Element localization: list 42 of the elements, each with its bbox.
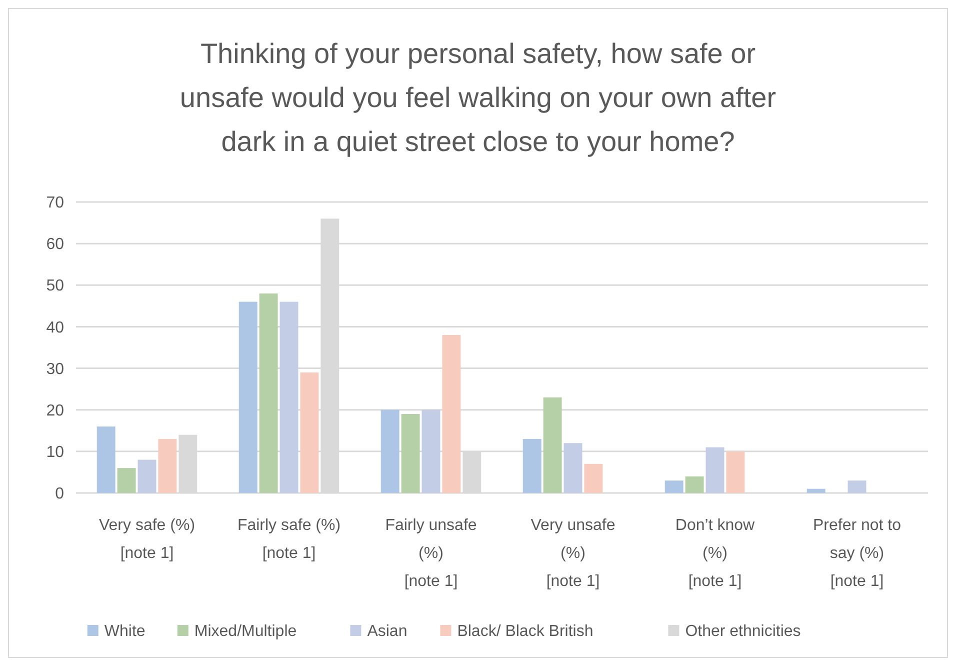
bar xyxy=(158,438,177,493)
y-tick-label: 50 xyxy=(46,278,64,295)
bar xyxy=(848,480,866,493)
x-tick-label: Very safe (%) [note 1] xyxy=(98,517,196,562)
bar xyxy=(238,302,258,493)
bar xyxy=(685,476,704,493)
y-tick-label: 70 xyxy=(46,194,64,212)
bar xyxy=(259,293,278,493)
bar xyxy=(300,372,319,493)
x-tick-label: Fairly unsafe (%) [note 1] xyxy=(385,517,477,590)
y-tick-label: 10 xyxy=(46,444,64,462)
legend-label: Other ethnicities xyxy=(685,623,801,640)
bar xyxy=(380,410,400,493)
bar xyxy=(726,451,745,493)
legend-label: Asian xyxy=(367,623,408,640)
bar xyxy=(422,410,440,493)
bar xyxy=(280,302,298,493)
x-tick-label: Don’t know (%) [note 1] xyxy=(675,517,756,590)
bar xyxy=(138,460,156,493)
bar xyxy=(706,447,724,493)
x-tick-label: Fairly safe (%) [note 1] xyxy=(237,517,341,562)
bar xyxy=(522,438,542,493)
y-tick-label: 40 xyxy=(46,319,64,336)
x-tick-label: Prefer not to say (%) [note 1] xyxy=(812,517,902,590)
bar xyxy=(117,468,136,493)
bar xyxy=(543,397,562,493)
bar xyxy=(401,414,420,493)
bar xyxy=(442,335,461,493)
chart-title: Thinking of your personal safety, how safe or unsafe would you feel walking on your own after dark in a quiet street close to your home? xyxy=(180,38,776,157)
x-tick-label: Very unsafe (%) [note 1] xyxy=(530,517,616,590)
bar xyxy=(664,480,684,493)
legend-label: Mixed/Multiple xyxy=(194,623,297,640)
y-tick-label: 0 xyxy=(55,486,64,503)
bar xyxy=(564,443,582,493)
bar xyxy=(806,488,826,493)
y-tick-label: 30 xyxy=(46,360,64,378)
bar xyxy=(584,464,603,493)
legend-label: White xyxy=(104,623,146,640)
bar xyxy=(96,426,116,493)
y-tick-label: 60 xyxy=(46,236,64,254)
legend-label: Black/ Black British xyxy=(457,623,594,640)
y-tick-label: 20 xyxy=(46,402,64,420)
